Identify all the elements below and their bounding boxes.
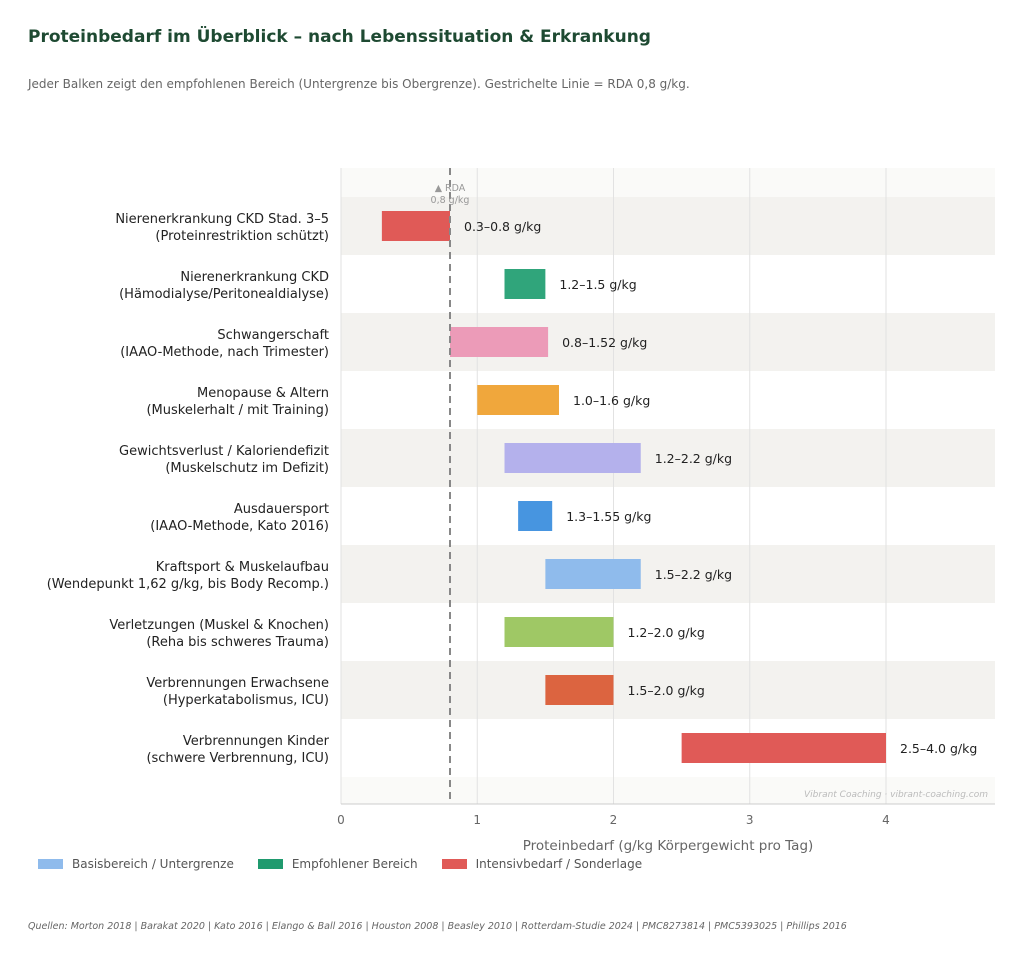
- category-label-main: Kraftsport & Muskelaufbau: [156, 560, 329, 575]
- bar-value-label: 1.5–2.2 g/kg: [655, 567, 732, 582]
- range-bar: [545, 675, 614, 705]
- bar-value-label: 1.3–1.55 g/kg: [566, 509, 651, 524]
- legend-swatch: [38, 859, 63, 869]
- x-tick-label: 3: [746, 813, 754, 827]
- bar-value-label: 2.5–4.0 g/kg: [900, 741, 977, 756]
- x-tick-label: 4: [882, 813, 890, 827]
- category-label-main: Nierenerkrankung CKD: [180, 270, 329, 285]
- legend-item: Basisbereich / Untergrenze: [38, 857, 234, 871]
- range-bar: [504, 443, 641, 473]
- category-label-main: Verbrennungen Kinder: [183, 734, 330, 749]
- rda-label: ▲ RDA: [435, 183, 466, 194]
- category-label-sub: (Wendepunkt 1,62 g/kg, bis Body Recomp.): [47, 577, 329, 592]
- legend-swatch: [257, 859, 283, 869]
- chart-subtitle: Jeder Balken zeigt den empfohlenen Berei…: [28, 77, 690, 91]
- sources-note: Quellen: Morton 2018 | Barakat 2020 | Ka…: [28, 921, 847, 932]
- range-bar: [450, 327, 549, 357]
- rda-value-label: 0,8 g/kg: [431, 195, 470, 206]
- category-label-sub: (Reha bis schweres Trauma): [146, 635, 329, 650]
- legend-label: Basisbereich / Untergrenze: [72, 857, 234, 871]
- bar-value-label: 0.8–1.52 g/kg: [562, 335, 647, 350]
- legend-label: Empfohlener Bereich: [291, 857, 418, 871]
- category-label-main: Menopause & Altern: [197, 386, 329, 401]
- watermark: Vibrant Coaching · vibrant-coaching.com: [804, 790, 988, 800]
- range-bar: [681, 733, 886, 763]
- category-label-main: Ausdauersport: [234, 502, 329, 517]
- range-bar: [477, 385, 559, 415]
- legend-item: Empfohlener Bereich: [257, 857, 418, 871]
- row-band: [341, 313, 995, 371]
- category-label-sub: (Muskelerhalt / mit Training): [146, 403, 329, 418]
- category-label-sub: (IAAO-Methode, Kato 2016): [150, 519, 329, 534]
- legend-label: Intensivbedarf / Sonderlage: [475, 857, 643, 871]
- category-label-main: Gewichtsverlust / Kaloriendefizit: [119, 444, 329, 459]
- range-bar: [504, 617, 614, 647]
- bar-value-label: 1.5–2.0 g/kg: [628, 683, 705, 698]
- legend: Basisbereich / Untergrenze Empfohlener Be…: [38, 857, 642, 871]
- range-bar: [381, 211, 450, 241]
- row-band: [341, 719, 995, 777]
- x-tick-label: 0: [337, 813, 345, 827]
- bar-value-label: 1.2–1.5 g/kg: [559, 277, 636, 292]
- category-label-sub: (schwere Verbrennung, ICU): [146, 751, 329, 766]
- category-label-sub: (Hämodialyse/Peritonealdialyse): [119, 287, 329, 302]
- category-label-main: Verletzungen (Muskel & Knochen): [109, 618, 329, 633]
- range-bar: [518, 501, 553, 531]
- category-label-main: Schwangerschaft: [217, 328, 329, 343]
- bar-value-label: 1.0–1.6 g/kg: [573, 393, 650, 408]
- category-label-sub: (IAAO-Methode, nach Trimester): [120, 345, 329, 360]
- x-tick-label: 1: [473, 813, 481, 827]
- category-label-main: Nierenerkrankung CKD Stad. 3–5: [115, 212, 329, 227]
- category-label-sub: (Proteinrestriktion schützt): [155, 229, 329, 244]
- x-tick-label: 2: [610, 813, 618, 827]
- bar-value-label: 0.3–0.8 g/kg: [464, 219, 541, 234]
- category-label-sub: (Hyperkatabolismus, ICU): [163, 693, 329, 708]
- chart-title: Proteinbedarf im Überblick – nach Lebens…: [28, 27, 651, 47]
- range-bar: [504, 269, 546, 299]
- row-band: [341, 487, 995, 545]
- row-band: [341, 255, 995, 313]
- bar-value-label: 1.2–2.0 g/kg: [628, 625, 705, 640]
- range-bar: [545, 559, 641, 589]
- category-label-main: Verbrennungen Erwachsene: [146, 676, 329, 691]
- row-band: [341, 371, 995, 429]
- legend-item: Intensivbedarf / Sonderlage: [441, 857, 643, 871]
- bar-value-label: 1.2–2.2 g/kg: [655, 451, 732, 466]
- x-axis-label: Proteinbedarf (g/kg Körpergewicht pro Ta…: [523, 838, 814, 854]
- category-label-sub: (Muskelschutz im Defizit): [165, 461, 329, 476]
- legend-swatch: [441, 859, 467, 869]
